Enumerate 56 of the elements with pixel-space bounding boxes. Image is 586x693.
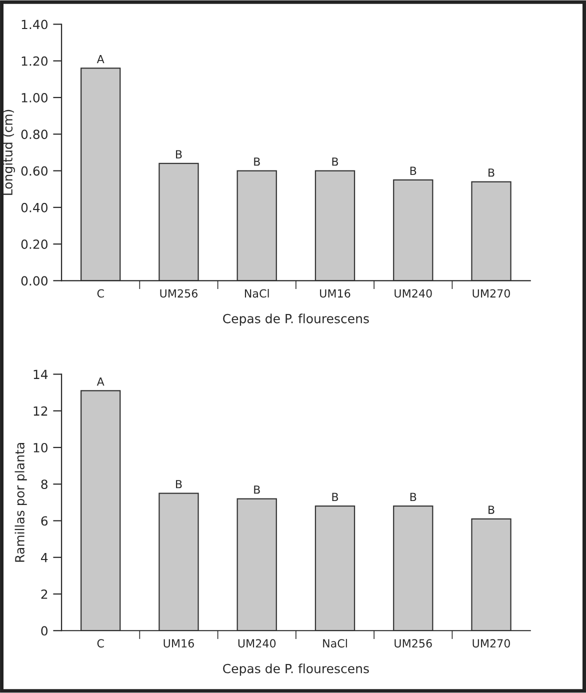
x-tick-label: NaCl (244, 289, 269, 298)
annotation: B (488, 168, 494, 177)
x-tick-label: UM240 (238, 639, 276, 648)
x-tick-label: C (97, 639, 104, 648)
annotation: A (96, 55, 104, 64)
y-tick-label: 0.40 (21, 202, 48, 212)
y-tick-label: 10 (34, 442, 48, 452)
x-tick-label: C (97, 289, 104, 298)
annotation: A (96, 378, 104, 386)
y-tick-label: 0 (41, 626, 48, 636)
annotation: B (488, 506, 494, 514)
bar (314, 170, 356, 281)
y-tick-label: 6 (41, 516, 48, 526)
bar (471, 518, 512, 631)
x-axis-title: Cepas de P. flourescens (223, 664, 369, 676)
y-axis-title: Ramillas por planta (14, 443, 27, 562)
y-tick-label: 0.60 (21, 166, 48, 176)
x-tick-label: UM256 (394, 639, 432, 648)
y-tick-label: 12 (34, 406, 48, 416)
y-tick-label: 8 (41, 480, 48, 490)
bar (80, 390, 121, 631)
y-tick-label: 14 (34, 370, 48, 379)
annotation: B (410, 492, 416, 501)
bar (158, 492, 199, 631)
x-tick-label: NaCl (323, 638, 347, 648)
y-tick-label: 1.40 (22, 20, 48, 30)
bar (236, 170, 277, 281)
annotation: B (176, 150, 182, 158)
x-tick-label: UM240 (394, 289, 432, 298)
bar (236, 498, 277, 631)
y-tick-label: 1.00 (22, 92, 48, 102)
y-axis-title: Longitud (cm) (2, 110, 15, 195)
y-tick-label: 2 (41, 589, 48, 599)
annotation: B (332, 492, 338, 501)
y-tick-label: 0.00 (21, 276, 48, 286)
annotation: B (254, 158, 260, 166)
x-axis-title: Cepas de P. flourescens (223, 314, 369, 326)
x-tick-label: UM270 (472, 289, 510, 298)
y-tick-label: 4 (40, 553, 48, 562)
annotation: B (410, 166, 416, 175)
bar (158, 162, 199, 281)
x-tick-label: UM256 (160, 289, 198, 298)
y-tick-label: 0.20 (21, 240, 48, 249)
x-tick-label: UM16 (164, 639, 194, 648)
x-tick-label: UM16 (320, 289, 350, 298)
bar (393, 179, 434, 281)
annotation: B (332, 158, 338, 166)
bar (314, 506, 356, 631)
annotation: B (176, 480, 182, 488)
bar (80, 68, 121, 281)
y-tick-label: 1.20 (22, 56, 48, 66)
annotation: B (254, 486, 260, 494)
bar (393, 506, 434, 631)
x-tick-label: UM270 (472, 639, 510, 648)
y-tick-label: 0.80 (21, 130, 48, 140)
bar (471, 181, 512, 281)
